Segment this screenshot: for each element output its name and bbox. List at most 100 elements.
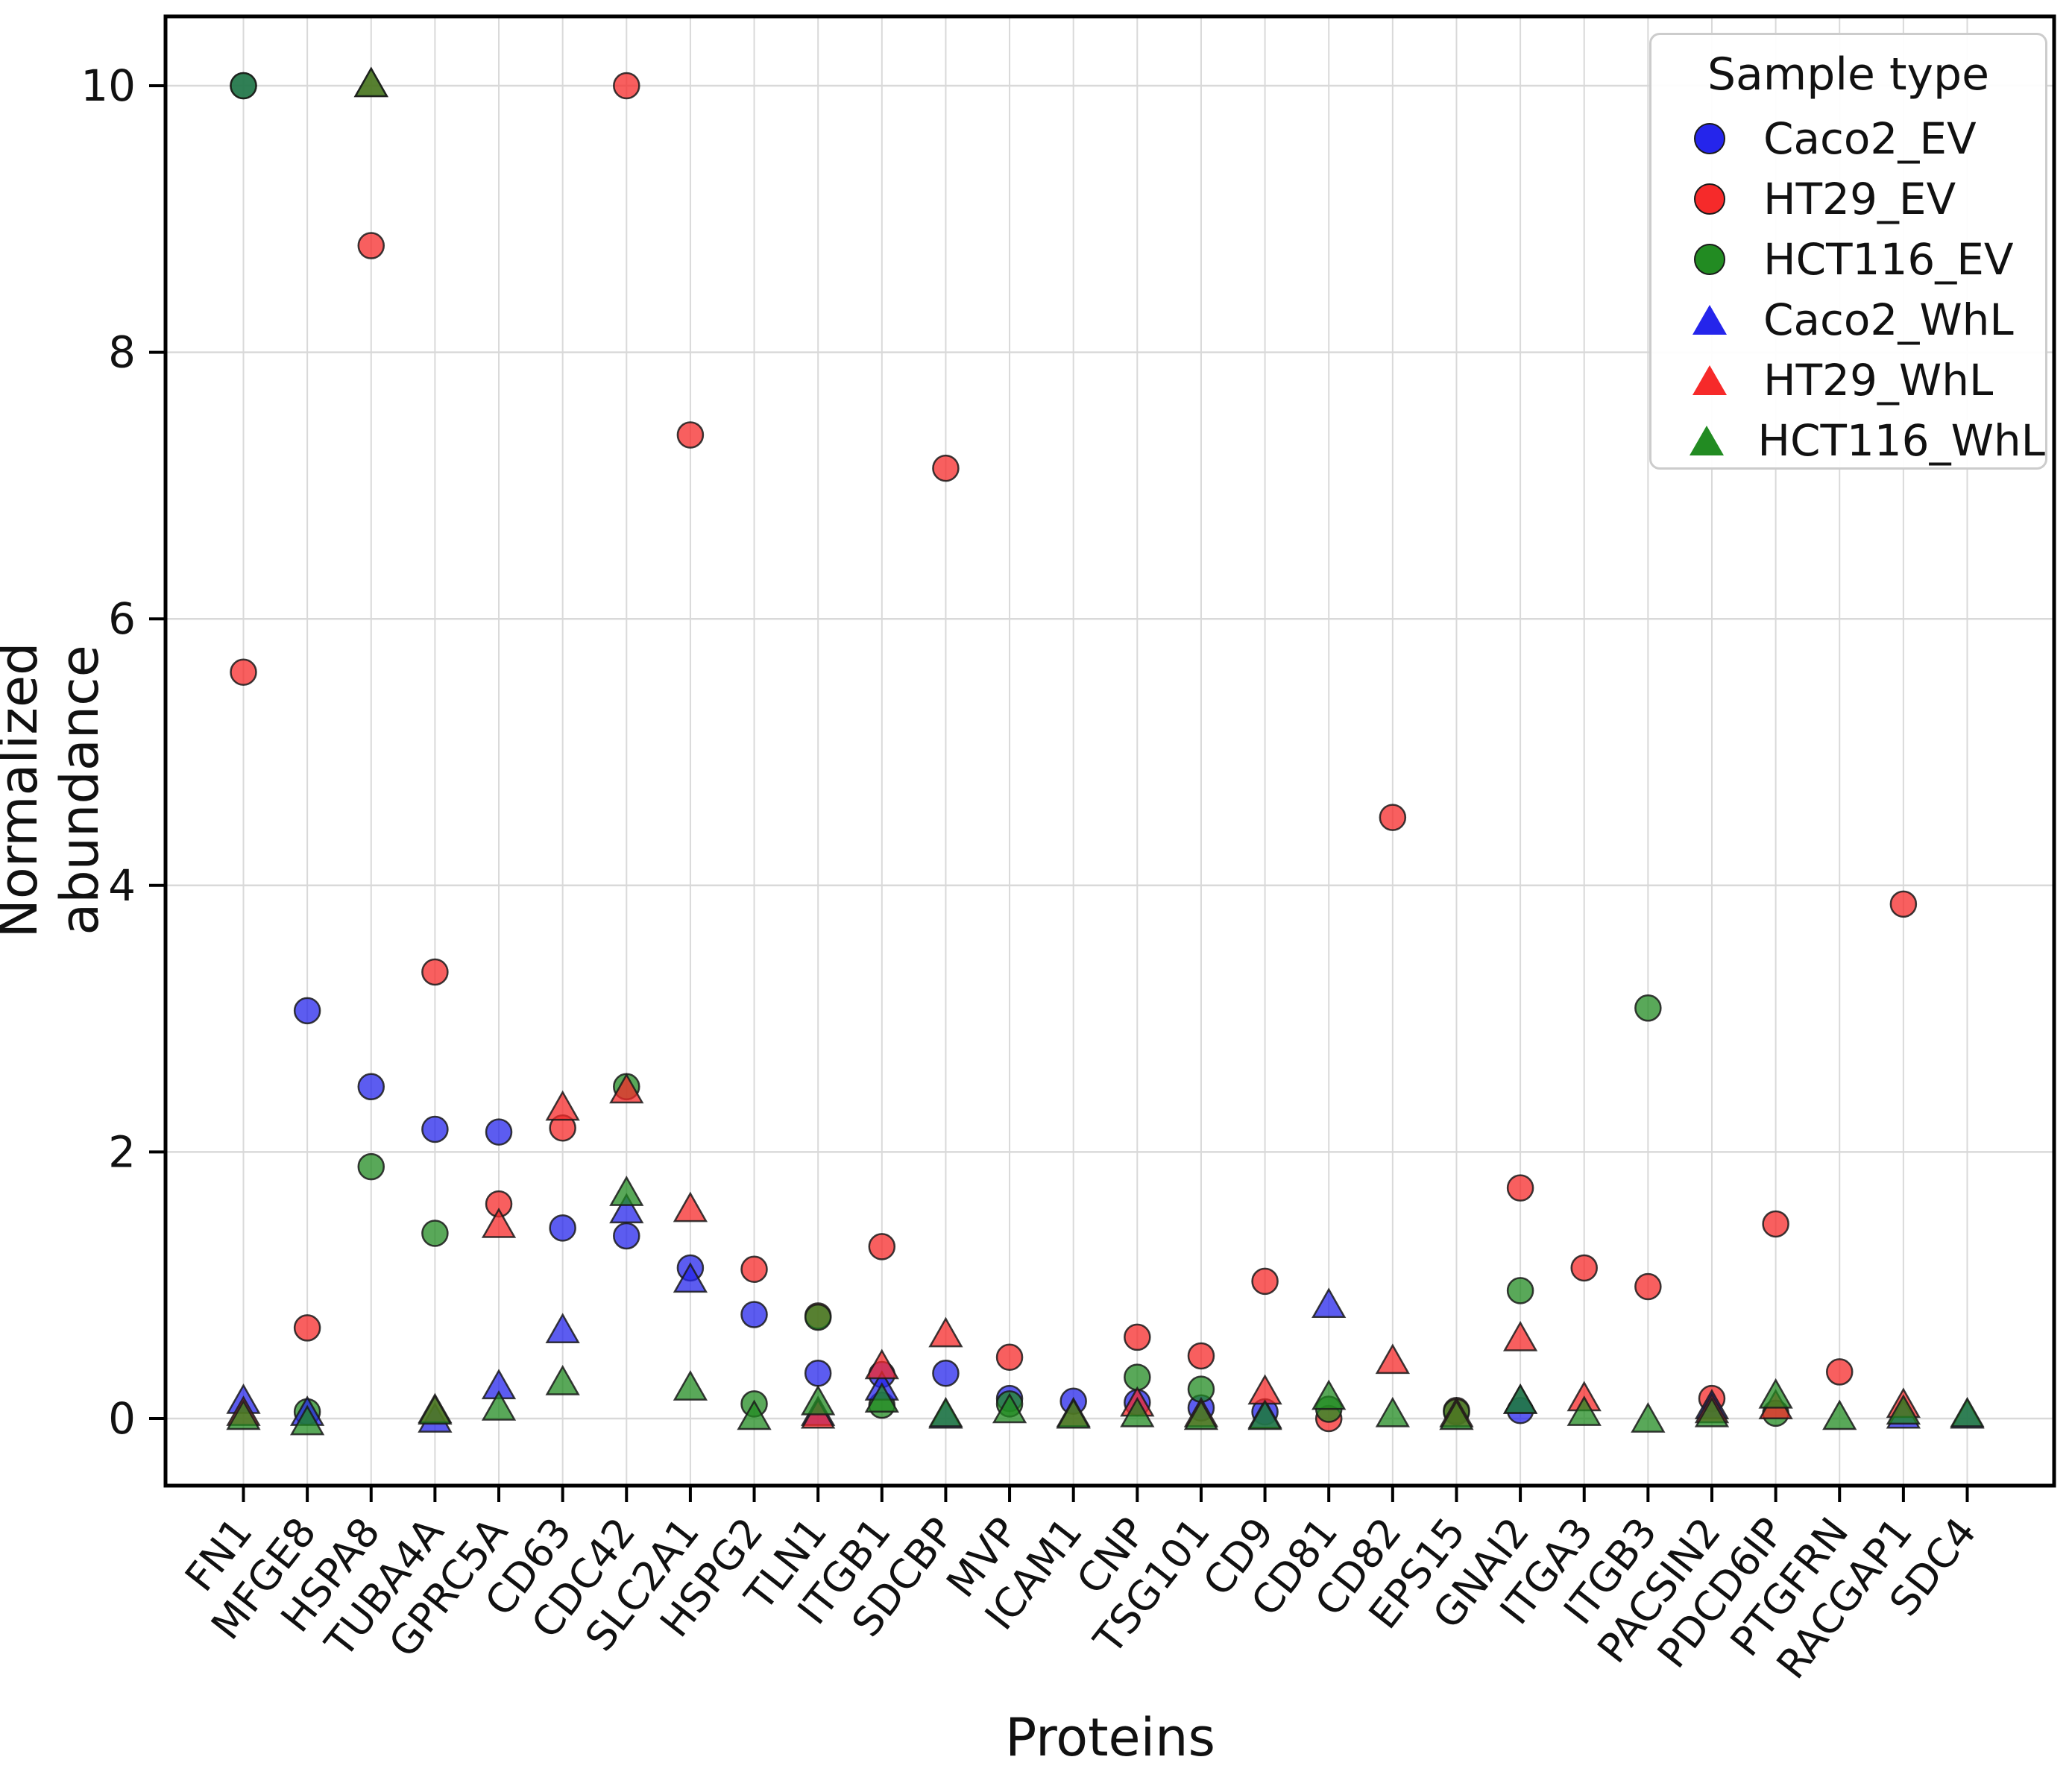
legend-swatch-circle-icon	[1687, 122, 1732, 154]
data-point	[293, 1314, 321, 1342]
data-point	[1762, 1210, 1789, 1238]
data-point	[1247, 1399, 1282, 1430]
data-point	[804, 1359, 832, 1387]
data-point	[740, 1301, 768, 1328]
y-tick-label: 2	[108, 1126, 136, 1177]
legend-item: HCT116_EV	[1651, 229, 2045, 289]
legend-item: Caco2_WhL	[1651, 289, 2045, 350]
data-point	[549, 1214, 576, 1242]
legend-item-label: HCT116_EV	[1763, 233, 2014, 285]
data-point	[353, 66, 388, 98]
data-point	[485, 1118, 513, 1146]
legend-item: Caco2_EV	[1651, 108, 2045, 168]
data-point	[481, 1207, 517, 1238]
data-point	[421, 1220, 449, 1247]
data-point	[1311, 1379, 1347, 1410]
data-point	[1566, 1395, 1602, 1426]
data-point	[1251, 1267, 1279, 1296]
data-point	[801, 1384, 836, 1416]
data-point	[613, 72, 640, 100]
data-point	[293, 997, 321, 1025]
legend-swatch-triangle-icon	[1687, 365, 1732, 395]
data-point	[1502, 1320, 1538, 1351]
data-point	[481, 1389, 517, 1421]
data-point	[673, 1370, 708, 1401]
data-point	[1183, 1399, 1219, 1430]
data-point	[868, 1233, 896, 1261]
data-point	[230, 72, 257, 100]
y-tick-label: 0	[108, 1393, 136, 1444]
data-point	[289, 1404, 325, 1436]
data-point	[1506, 1277, 1534, 1304]
legend-item-label: HT29_EV	[1763, 173, 1956, 224]
data-point	[1124, 1363, 1151, 1391]
data-point	[1889, 890, 1918, 918]
legend-swatch-triangle-icon	[1687, 425, 1726, 455]
data-point	[613, 1222, 640, 1250]
legend-title: Sample type	[1707, 48, 1990, 101]
data-point	[673, 1191, 708, 1222]
data-point	[357, 1152, 385, 1181]
data-point	[1502, 1384, 1538, 1414]
data-point	[1187, 1342, 1215, 1370]
legend-item: HT29_WhL	[1651, 350, 2045, 410]
legend-item: HT29_EV	[1651, 168, 2045, 229]
data-point	[992, 1392, 1027, 1424]
data-point	[1375, 1343, 1410, 1375]
y-tick-label: 10	[81, 60, 136, 111]
data-point	[1375, 1396, 1410, 1427]
legend-item-label: Caco2_EV	[1763, 113, 1977, 164]
data-point	[421, 958, 449, 986]
data-point	[1631, 1402, 1666, 1433]
data-point	[357, 1073, 385, 1101]
data-point	[995, 1343, 1024, 1372]
data-point	[928, 1396, 963, 1427]
data-point	[1124, 1323, 1151, 1351]
legend-item-label: HCT116_WhL	[1757, 414, 2045, 466]
x-axis-label: Proteins	[1005, 1707, 1215, 1768]
data-point	[1056, 1398, 1091, 1429]
data-point	[1822, 1399, 1857, 1430]
legend-swatch-triangle-icon	[1687, 304, 1732, 335]
data-point	[609, 1193, 644, 1224]
data-point	[1506, 1174, 1534, 1202]
legend-item: HCT116_WhL	[1651, 410, 2045, 470]
legend-item-label: HT29_WhL	[1763, 354, 1994, 406]
data-point	[740, 1255, 768, 1283]
data-point	[1634, 994, 1662, 1022]
data-point	[932, 1359, 960, 1387]
data-point	[226, 1399, 261, 1430]
data-point	[1570, 1254, 1598, 1282]
legend: Sample type Caco2_EV HT29_EV HCT116_EV C…	[1649, 33, 2047, 470]
legend-item-label: Caco2_WhL	[1763, 294, 2014, 345]
data-point	[545, 1313, 580, 1344]
data-point	[1758, 1378, 1793, 1409]
data-point	[804, 1303, 832, 1331]
data-point	[357, 232, 385, 259]
data-point	[737, 1399, 772, 1430]
data-point	[1120, 1396, 1155, 1427]
data-point	[864, 1382, 899, 1413]
data-point	[545, 1090, 580, 1121]
data-point	[609, 1073, 644, 1104]
y-tick-label: 4	[108, 860, 136, 911]
data-point	[1379, 804, 1407, 831]
data-point	[1886, 1394, 1921, 1425]
legend-swatch-circle-icon	[1687, 243, 1732, 275]
data-point	[928, 1316, 963, 1348]
data-point	[1311, 1287, 1347, 1319]
data-point	[1634, 1272, 1662, 1301]
plot-border	[163, 14, 2056, 1488]
data-point	[1694, 1396, 1730, 1427]
legend-swatch-circle-icon	[1687, 183, 1732, 215]
data-point	[1826, 1358, 1854, 1386]
y-tick-label: 8	[108, 327, 136, 378]
y-tick-label: 6	[108, 593, 136, 644]
data-point	[864, 1348, 899, 1380]
data-point	[545, 1364, 580, 1395]
data-point	[1439, 1399, 1474, 1430]
data-point	[230, 658, 257, 686]
data-point	[418, 1394, 453, 1425]
